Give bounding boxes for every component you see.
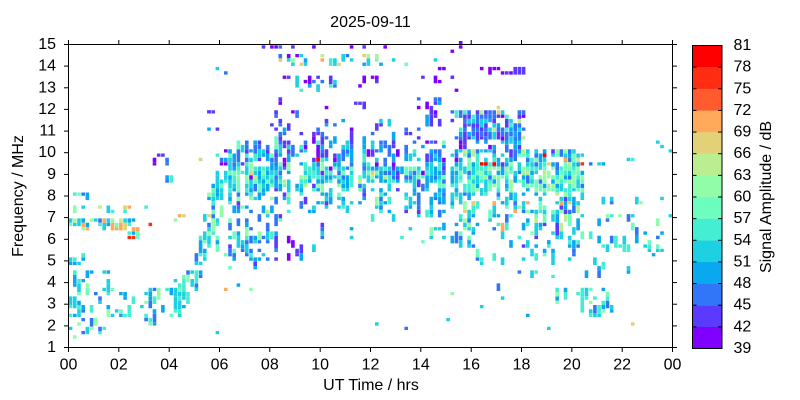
svg-text:8: 8: [47, 188, 56, 205]
svg-text:4: 4: [47, 274, 56, 291]
svg-text:6: 6: [47, 231, 56, 248]
svg-text:81: 81: [734, 37, 752, 54]
svg-text:14: 14: [412, 357, 430, 374]
svg-text:13: 13: [38, 79, 56, 96]
svg-text:22: 22: [613, 357, 631, 374]
svg-text:75: 75: [734, 80, 752, 97]
svg-text:06: 06: [211, 357, 229, 374]
svg-text:51: 51: [734, 253, 752, 270]
svg-text:2: 2: [47, 317, 56, 334]
svg-text:1: 1: [47, 339, 56, 356]
svg-text:15: 15: [38, 36, 56, 53]
svg-text:7: 7: [47, 209, 56, 226]
svg-text:08: 08: [261, 357, 279, 374]
svg-text:3: 3: [47, 296, 56, 313]
svg-text:54: 54: [734, 232, 752, 249]
svg-text:66: 66: [734, 145, 752, 162]
svg-text:42: 42: [734, 318, 752, 335]
svg-text:72: 72: [734, 102, 752, 119]
svg-text:16: 16: [462, 357, 480, 374]
svg-text:UT Time / hrs: UT Time / hrs: [323, 377, 419, 394]
svg-text:69: 69: [734, 124, 752, 141]
svg-text:57: 57: [734, 210, 752, 227]
svg-text:12: 12: [362, 357, 380, 374]
svg-text:48: 48: [734, 275, 752, 292]
svg-text:12: 12: [38, 101, 56, 118]
svg-text:20: 20: [563, 357, 581, 374]
svg-text:02: 02: [110, 357, 128, 374]
svg-text:00: 00: [60, 357, 78, 374]
svg-text:9: 9: [47, 166, 56, 183]
svg-text:63: 63: [734, 167, 752, 184]
svg-text:2025-09-11: 2025-09-11: [330, 14, 411, 31]
svg-text:10: 10: [311, 357, 329, 374]
svg-text:45: 45: [734, 297, 752, 314]
svg-text:Frequency / MHz: Frequency / MHz: [10, 135, 27, 257]
svg-text:18: 18: [513, 357, 531, 374]
svg-text:60: 60: [734, 189, 752, 206]
svg-text:5: 5: [47, 252, 56, 269]
svg-text:04: 04: [160, 357, 178, 374]
svg-text:11: 11: [39, 123, 56, 140]
svg-text:10: 10: [38, 144, 56, 161]
svg-text:00: 00: [664, 357, 682, 374]
svg-text:78: 78: [734, 59, 752, 76]
svg-text:14: 14: [38, 58, 56, 75]
svg-text:39: 39: [734, 340, 752, 357]
svg-text:Signal Amplitude / dB: Signal Amplitude / dB: [758, 121, 775, 273]
